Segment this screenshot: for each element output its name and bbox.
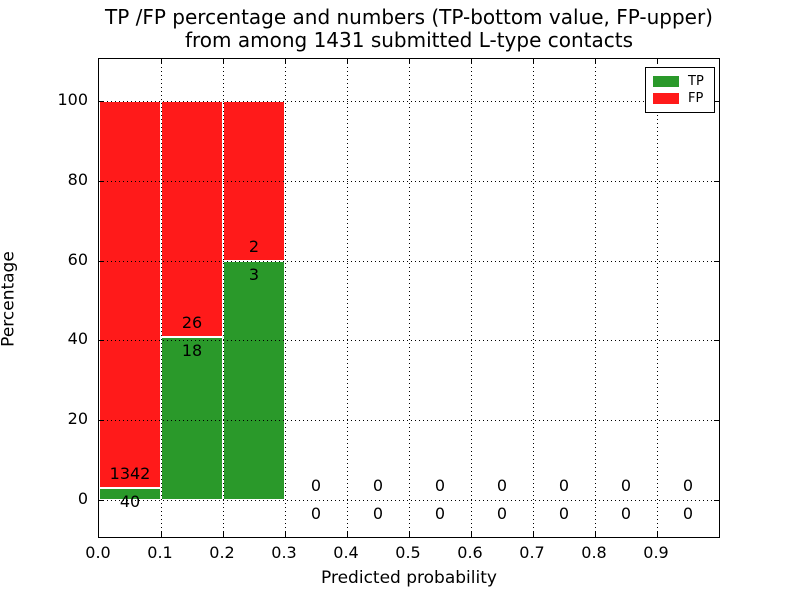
x-gridline (223, 59, 224, 537)
x-tick-label: 0.7 (519, 543, 545, 562)
y-axis-label: Percentage (0, 251, 19, 347)
y-tickmark-right (714, 500, 719, 501)
x-tickmark-top (161, 59, 162, 64)
x-tickmark-top (409, 59, 410, 64)
legend-label-fp: FP (688, 91, 704, 107)
x-tickmark-top (657, 59, 658, 64)
legend-label-tp: TP (688, 73, 704, 89)
legend-swatch-fp-icon (653, 93, 679, 105)
fp-count-label: 0 (558, 476, 570, 495)
chart-title-line1: TP /FP percentage and numbers (TP-bottom… (105, 5, 713, 29)
y-tickmark-left (99, 260, 104, 262)
y-tickmark-right (714, 340, 719, 342)
fp-count-label: 0 (682, 476, 694, 495)
x-tickmark-bottom (223, 532, 224, 537)
bar-tp-segment (223, 260, 285, 500)
x-tickmark-top (595, 59, 596, 64)
x-gridline (285, 59, 286, 537)
fp-count-label: 2 (248, 236, 260, 256)
x-tickmark-bottom (409, 532, 410, 537)
x-tickmark-bottom (347, 532, 348, 537)
x-gridline (595, 59, 596, 537)
x-tickmark-top (223, 59, 224, 64)
y-tick-label: 60 (67, 249, 88, 269)
y-tickmark-right (714, 260, 719, 262)
x-tickmark-top (347, 59, 348, 64)
x-tick-label: 0.0 (85, 543, 111, 562)
fp-count-label: 0 (310, 476, 322, 495)
fp-count-label: 0 (496, 476, 508, 495)
y-tickmark-left (99, 340, 104, 342)
x-tickmark-top (533, 59, 534, 64)
fp-count-label: 26 (181, 312, 203, 332)
x-tickmark-bottom (161, 532, 162, 537)
x-gridline (409, 59, 410, 537)
x-tick-label: 0.5 (395, 543, 421, 562)
x-gridline (161, 59, 162, 537)
plot-area: TP FP 1342 40 26 18 2 3 0 0 0 0 0 0 0 0 0 0 0 0 0 0 (98, 58, 720, 538)
tp-count-label: 0 (682, 504, 694, 523)
fp-count-label: 0 (434, 476, 446, 495)
x-tick-label: 0.4 (333, 543, 359, 562)
fp-count-label: 0 (372, 476, 384, 495)
x-tick-label: 0.6 (457, 543, 483, 562)
tp-count-label: 40 (119, 492, 141, 512)
x-tick-label: 0.2 (209, 543, 235, 562)
y-tickmark-right (714, 180, 719, 182)
bar-fp-segment (161, 101, 223, 337)
y-tickmark-right (714, 420, 719, 422)
tp-count-label: 0 (558, 504, 570, 523)
x-tickmark-bottom (595, 532, 596, 537)
y-tick-label: 20 (67, 409, 88, 429)
fp-count-label: 1342 (109, 464, 151, 484)
tp-count-label: 0 (496, 504, 508, 523)
x-tickmark-top (471, 59, 472, 64)
y-tickmark-left (99, 180, 104, 182)
y-tickmark-left (99, 500, 104, 501)
x-gridline (533, 59, 534, 537)
x-gridline (471, 59, 472, 537)
x-tick-label: 0.1 (147, 543, 173, 562)
tp-count-label: 3 (248, 264, 260, 284)
tp-count-label: 0 (372, 504, 384, 523)
y-tickmark-right (714, 101, 719, 102)
y-tickmark-left (99, 101, 104, 102)
x-tickmark-bottom (657, 532, 658, 537)
x-tick-label: 0.9 (643, 543, 669, 562)
fp-count-label: 0 (620, 476, 632, 495)
chart-title: TP /FP percentage and numbers (TP-bottom… (98, 6, 720, 52)
tp-count-label: 0 (620, 504, 632, 523)
y-tick-label: 40 (67, 329, 88, 349)
tp-count-label: 0 (434, 504, 446, 523)
y-tick-label: 0 (77, 489, 88, 508)
tp-count-label: 18 (181, 340, 203, 360)
bar-fp-segment (99, 101, 161, 489)
legend: TP FP (645, 67, 715, 113)
legend-entry-fp: FP (646, 92, 714, 105)
x-tickmark-bottom (533, 532, 534, 537)
x-tickmark-top (285, 59, 286, 64)
legend-swatch-tp-icon (653, 75, 679, 87)
x-tickmark-bottom (471, 532, 472, 537)
bar-tp-segment (99, 488, 161, 500)
x-tick-label: 0.8 (581, 543, 607, 562)
x-gridline (657, 59, 658, 537)
x-axis-label: Predicted probability (321, 568, 497, 588)
x-gridline (347, 59, 348, 537)
y-tick-label: 80 (67, 169, 88, 189)
y-tick-label: 100 (57, 90, 88, 109)
x-tick-label: 0.3 (271, 543, 297, 562)
chart-title-line2: from among 1431 submitted L-type contact… (184, 28, 634, 52)
bar-tp-segment (161, 336, 223, 500)
legend-entry-tp: TP (646, 75, 714, 88)
x-tickmark-bottom (285, 532, 286, 537)
y-tickmark-left (99, 420, 104, 422)
tp-count-label: 0 (310, 504, 322, 523)
